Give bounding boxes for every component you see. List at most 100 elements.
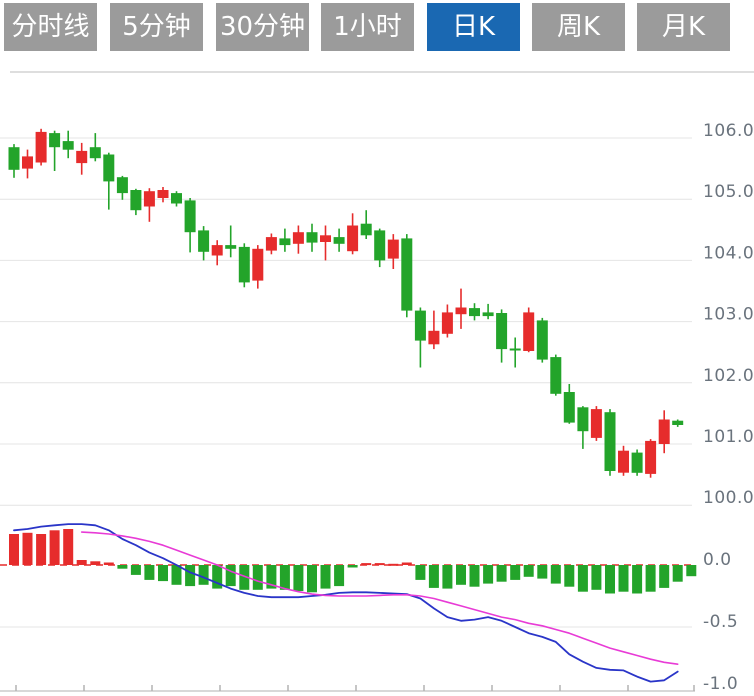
candle-body (482, 312, 494, 317)
macd-histogram-bar (63, 529, 74, 565)
price-axis-label: 100.0 (703, 488, 754, 508)
macd-histogram-bar (320, 565, 331, 589)
candle-body (76, 150, 88, 164)
candle-body (469, 308, 480, 317)
macd-histogram-bar (347, 565, 358, 568)
price-axis-label: 101.0 (703, 427, 754, 447)
candle-body (374, 230, 386, 261)
candle-body (631, 452, 643, 473)
macd-histogram-bar (279, 565, 290, 590)
macd-histogram-bar (212, 565, 223, 589)
macd-histogram-bar (537, 565, 548, 579)
candle-body (428, 330, 440, 345)
candle-body (455, 307, 467, 315)
candle-body (401, 238, 413, 311)
candle-body (618, 450, 629, 473)
candle-body (347, 225, 359, 252)
candle-body (89, 147, 101, 159)
macd-histogram-bar (36, 534, 47, 565)
tab-daily-k[interactable]: 日K (427, 3, 520, 51)
price-axis-label: 106.0 (703, 121, 754, 141)
candle-body (171, 193, 182, 204)
tab-1hour[interactable]: 1小时 (321, 3, 414, 51)
macd-histogram-bar (469, 565, 480, 587)
candle-body (672, 420, 684, 425)
macd-histogram-bar (239, 565, 250, 590)
candle-body (536, 320, 548, 360)
candle-body (130, 190, 142, 211)
macd-histogram-bar (632, 565, 643, 594)
candle-body (198, 230, 210, 252)
candle-body (184, 200, 196, 233)
macd-histogram-bar (564, 565, 575, 587)
candle-body (509, 348, 521, 351)
macd-histogram-bar (185, 565, 196, 587)
dea-line (80, 531, 679, 666)
candle-body (116, 177, 128, 194)
macd-histogram-bar (374, 563, 385, 566)
candle-body (157, 190, 169, 198)
candle-body (360, 223, 372, 236)
macd-axis-label: 0.0 (703, 550, 732, 570)
candle-body (49, 133, 61, 148)
macd-histogram-bar (225, 565, 236, 587)
macd-histogram-bar (672, 565, 683, 582)
candle-body (604, 412, 616, 471)
candle-body (225, 245, 237, 249)
macd-histogram-bar (415, 565, 426, 580)
candle-body (550, 357, 562, 394)
macd-histogram-bar (293, 565, 304, 591)
candle-body (62, 141, 74, 150)
candle-body (645, 440, 657, 474)
candle-body (590, 409, 602, 438)
macd-histogram-bar (496, 565, 507, 582)
macd-axis-label: -0.5 (703, 612, 738, 632)
candle-body (143, 191, 155, 207)
macd-histogram-bar (550, 565, 561, 584)
macd-histogram-bar (361, 563, 372, 566)
candle-body (333, 237, 345, 244)
tab-5min[interactable]: 5分钟 (110, 3, 203, 51)
macd-histogram-bar (523, 565, 534, 577)
macd-histogram-bar (90, 561, 101, 565)
tab-timeline[interactable]: 分时线 (4, 3, 97, 51)
candle-body (496, 313, 508, 350)
macd-histogram-bar (428, 565, 439, 588)
macd-histogram-bar (307, 565, 317, 593)
macd-histogram-bar (510, 565, 521, 580)
macd-histogram-bar (252, 565, 263, 590)
candle-body (292, 232, 304, 244)
candle-body (8, 147, 20, 170)
macd-histogram-bar (659, 565, 670, 588)
macd-histogram-bar (9, 534, 19, 565)
macd-histogram-bar (645, 565, 656, 592)
macd-histogram-bar (618, 565, 629, 592)
macd-histogram-bar (266, 565, 277, 589)
macd-histogram-bar (442, 565, 453, 589)
candle-body (577, 407, 589, 432)
tab-30min[interactable]: 30分钟 (216, 3, 309, 51)
price-axis-label: 102.0 (703, 366, 754, 386)
macd-histogram-bar (130, 565, 141, 575)
macd-histogram-bar (76, 560, 87, 565)
candle-body (441, 312, 453, 334)
macd-histogram-bar (144, 565, 155, 580)
macd-histogram-bar (158, 565, 168, 582)
tab-monthly-k[interactable]: 月K (637, 3, 730, 51)
tab-weekly-k[interactable]: 周K (532, 3, 625, 51)
candle-body (211, 245, 223, 256)
macd-histogram-bar (171, 565, 182, 585)
interval-tabbar: 分时线 5分钟 30分钟 1小时 日K 周K 月K (0, 0, 754, 56)
candle-body (279, 238, 291, 246)
candle-body (22, 156, 33, 169)
candle-body (252, 248, 264, 281)
macd-histogram-bar (334, 565, 345, 587)
price-axis-label: 104.0 (703, 243, 754, 263)
candle-body (563, 392, 575, 423)
macd-histogram-bar (103, 562, 114, 565)
candle-body (658, 419, 670, 444)
macd-histogram-bar (388, 563, 399, 566)
candle-body (103, 154, 115, 182)
macd-histogram-bar (49, 530, 60, 565)
